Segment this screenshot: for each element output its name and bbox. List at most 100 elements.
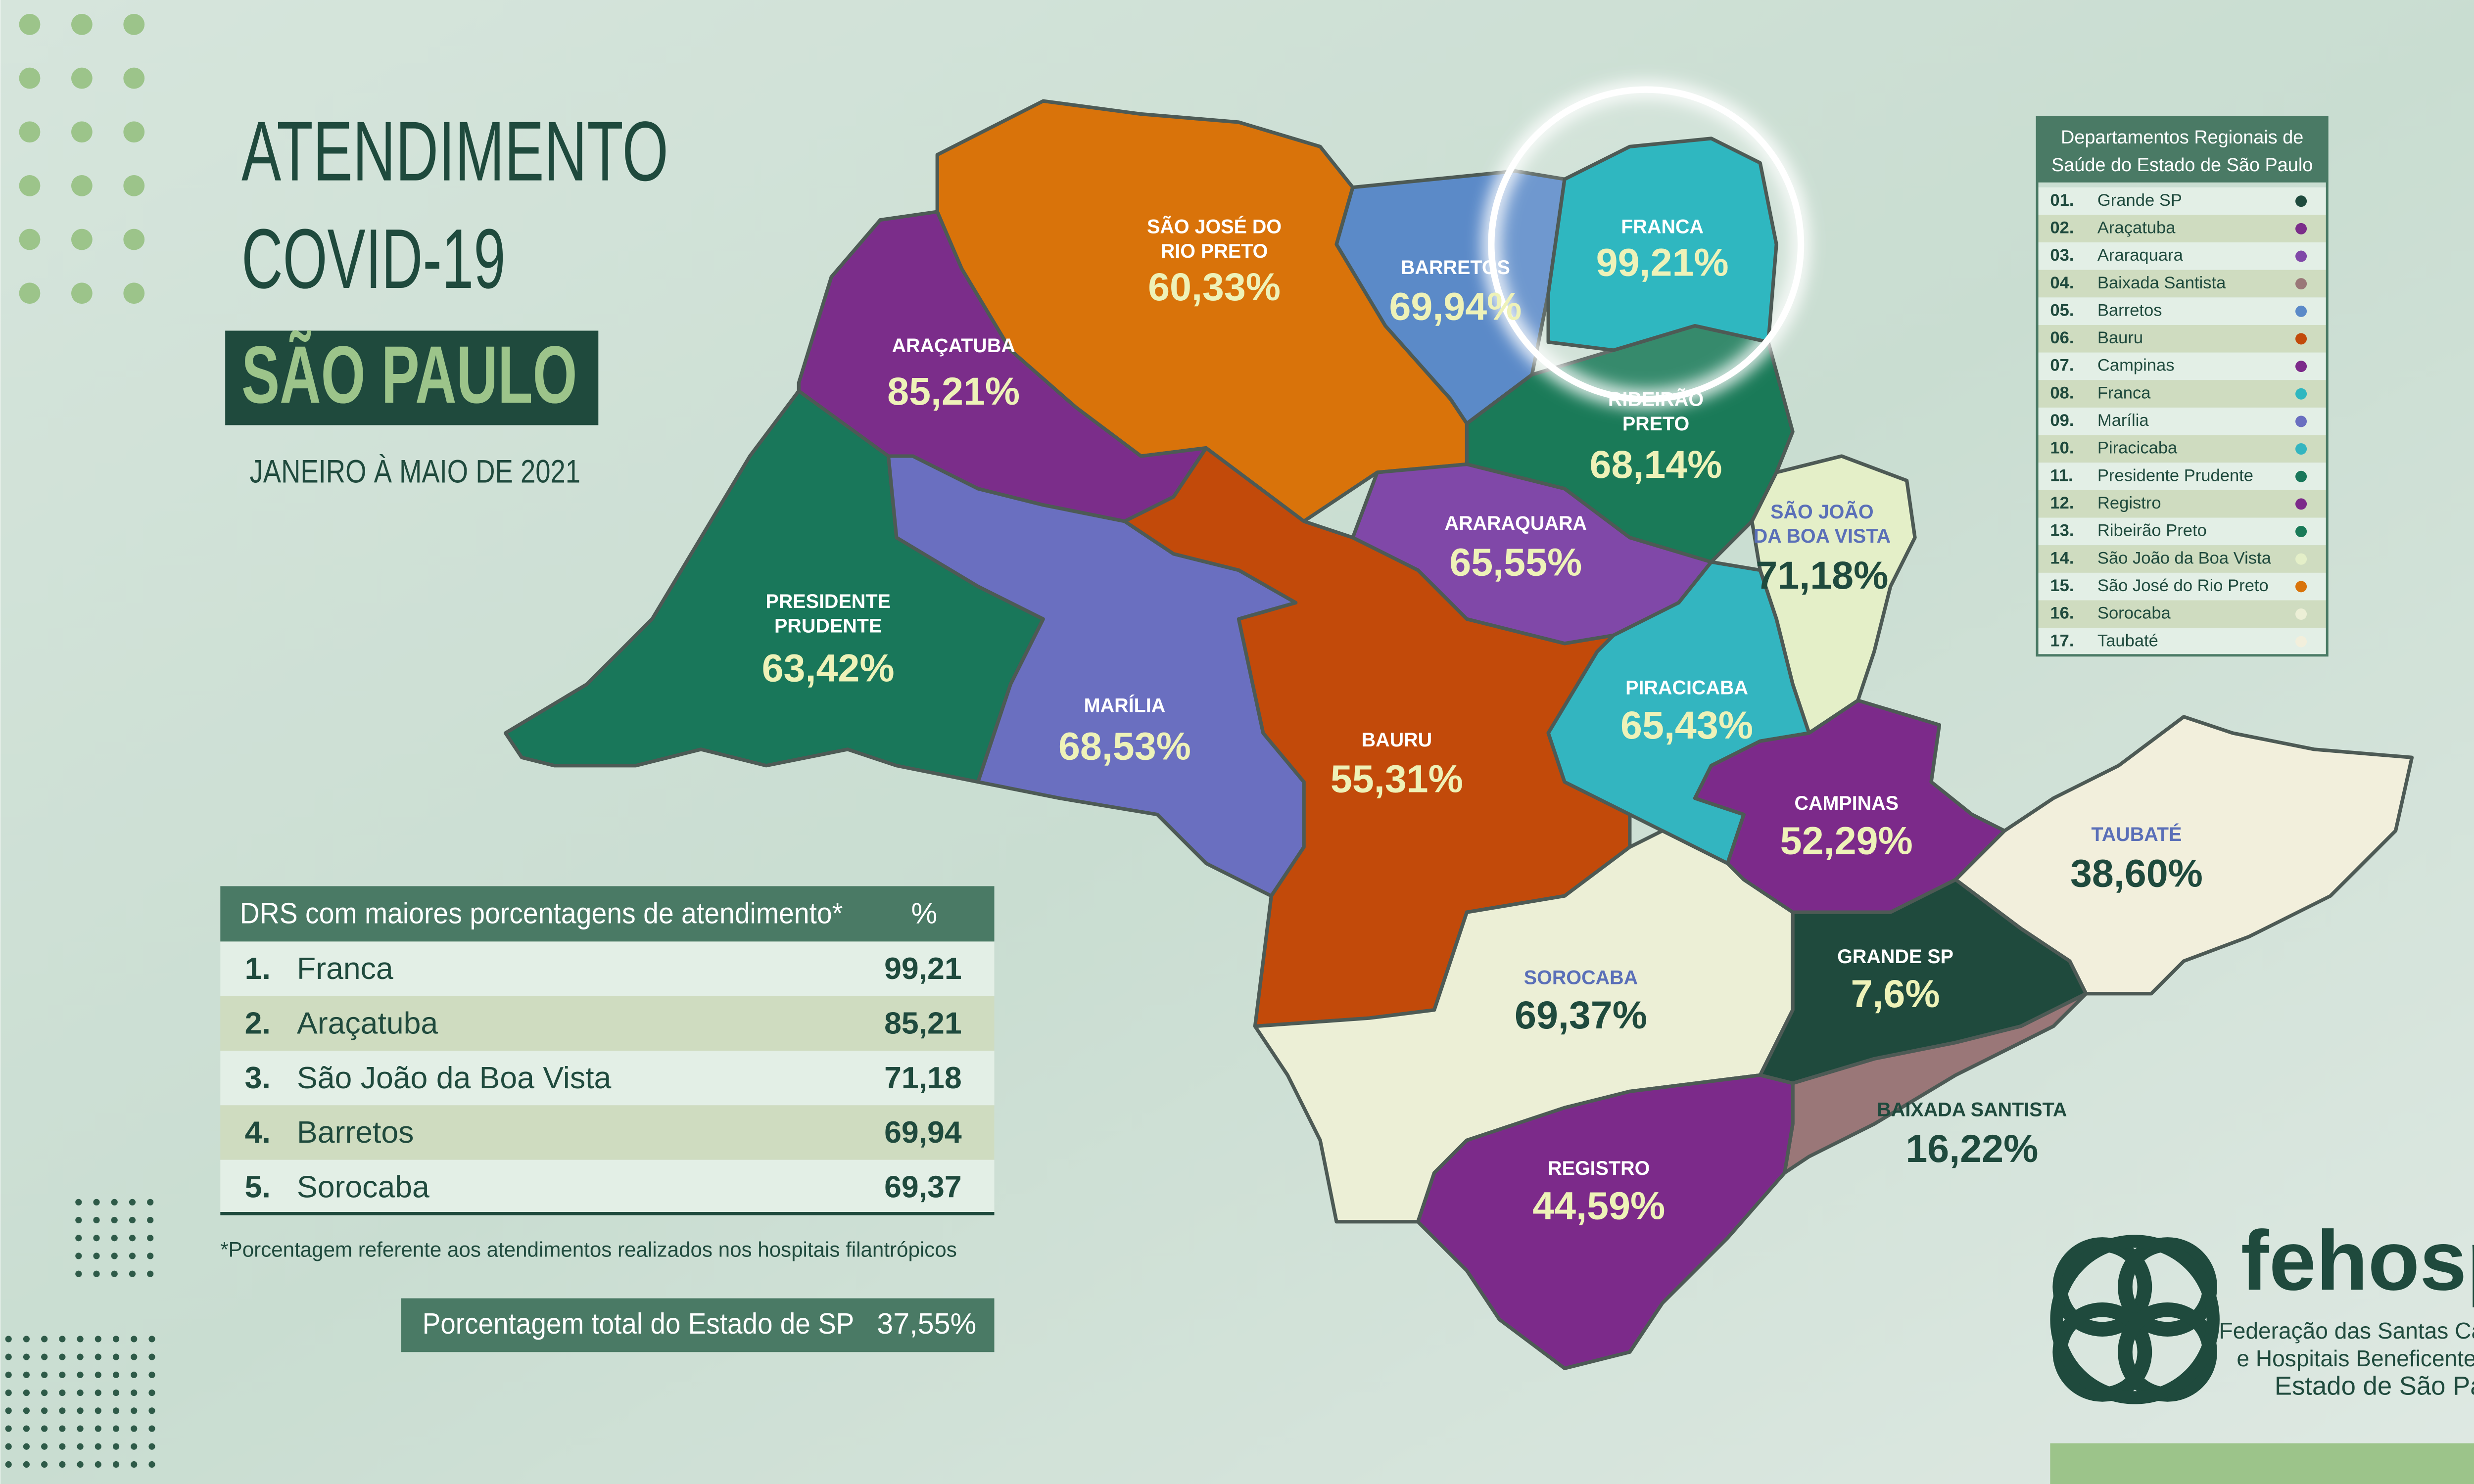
region-value: 52,29% (1780, 819, 1913, 863)
legend-row (2037, 600, 2328, 628)
footer-bar (2050, 1443, 2474, 1484)
region-value: 63,42% (762, 646, 895, 690)
dot (123, 13, 145, 35)
legend-title: Departamentos Regionais de (2061, 127, 2303, 148)
dot (75, 1235, 82, 1242)
legend-number: 12. (2050, 494, 2074, 512)
dot (77, 1425, 84, 1432)
region-name: TAUBATÉ (2092, 824, 2182, 845)
dot (71, 229, 93, 250)
dot (41, 1390, 48, 1396)
legend-name: Presidente Prudente (2097, 466, 2253, 485)
dot (123, 121, 145, 143)
legend-number: 10. (2050, 439, 2074, 458)
dot (131, 1336, 138, 1343)
legend-dot (2295, 608, 2307, 620)
legend-name: São João da Boa Vista (2097, 549, 2272, 567)
period: JANEIRO À MAIO DE 2021 (250, 453, 580, 490)
legend-number: 11. (2050, 466, 2073, 485)
region-name: CAMPINAS (1794, 792, 1899, 814)
legend-row (2037, 545, 2328, 573)
legend-dot (2295, 361, 2307, 372)
region-value: 71,18% (1756, 553, 1888, 597)
dot (112, 1336, 120, 1343)
dot (148, 1390, 155, 1396)
dot (23, 1353, 30, 1360)
decoration (5, 13, 155, 1468)
logo-line: e Hospitais Beneficentes do (2236, 1345, 2474, 1371)
legend-name: Piracicaba (2097, 439, 2178, 458)
table-rank: 5. (245, 1169, 271, 1204)
dot (112, 1353, 120, 1360)
dot (147, 1199, 154, 1206)
legend-number: 06. (2050, 328, 2074, 347)
legend-row (2037, 572, 2328, 601)
table-rank: 3. (245, 1061, 271, 1095)
total-box (401, 1298, 995, 1352)
legend-row (2037, 270, 2328, 298)
region-name: PRUDENTE (774, 615, 882, 637)
legend-number: 16. (2050, 604, 2074, 623)
legend: Departamentos Regionais de Saúde do Estad… (2036, 116, 2329, 657)
dot (95, 1425, 101, 1432)
legend-number: 08. (2050, 383, 2074, 402)
dot (95, 1336, 101, 1343)
dot (19, 67, 41, 89)
dot (75, 1252, 82, 1259)
dot (93, 1235, 100, 1242)
legend-dot (2295, 333, 2307, 345)
map (503, 81, 2414, 1370)
table-value: 69,94 (884, 1115, 962, 1150)
dot (129, 1199, 136, 1206)
dot (23, 1425, 30, 1432)
dot (41, 1336, 48, 1343)
dot (147, 1270, 154, 1277)
dot (23, 1407, 30, 1414)
dot (19, 13, 41, 35)
dot (148, 1336, 155, 1343)
total-label: Porcentagem total do Estado de SP (423, 1307, 855, 1340)
dot (123, 67, 145, 89)
region-name: PRESIDENTE (765, 591, 890, 612)
dot (19, 229, 41, 250)
region-value: 69,37% (1515, 993, 1647, 1037)
region-value: 65,55% (1449, 540, 1582, 584)
region-labels: SÃO JOSÉ DO RIO PRETO 60,33% ARAÇATUBA 85,21… (762, 216, 2203, 1227)
region-name: SOROCABA (1524, 967, 1638, 989)
table-row (220, 941, 995, 996)
legend-name: Baixada Santista (2097, 274, 2226, 292)
dot (77, 1443, 84, 1450)
dot (71, 13, 93, 35)
dot (77, 1371, 84, 1378)
legend-row (2037, 242, 2328, 270)
state: SÃO PAULO (241, 329, 577, 420)
dot (5, 1353, 12, 1360)
dot (59, 1425, 66, 1432)
dot (41, 1425, 48, 1432)
dot (75, 1216, 82, 1224)
legend-number: 02. (2050, 218, 2074, 237)
region-name: RIBEIRÃO (1608, 389, 1704, 411)
title: ATENDIMENTO (241, 104, 668, 199)
dot (148, 1443, 155, 1450)
legend-dot (2295, 443, 2307, 455)
legend-row (2037, 215, 2328, 243)
legend-dot (2295, 305, 2307, 317)
legend-number: 05. (2050, 301, 2074, 320)
legend-name: São José do Rio Preto (2097, 576, 2269, 595)
region-value: 68,53% (1058, 724, 1191, 768)
dot (111, 1252, 118, 1259)
region-value: 99,21% (1596, 240, 1729, 284)
logo-symbol (2050, 1235, 2220, 1404)
region-name: ARARAQUARA (1445, 512, 1587, 534)
dot (111, 1270, 118, 1277)
dot (148, 1461, 155, 1468)
legend-dot (2295, 278, 2307, 290)
dot (75, 1199, 82, 1206)
region-name: REGISTRO (1548, 1158, 1650, 1179)
dot (5, 1407, 12, 1414)
legend-name: Ribeirão Preto (2097, 521, 2207, 540)
table-header (220, 886, 995, 942)
